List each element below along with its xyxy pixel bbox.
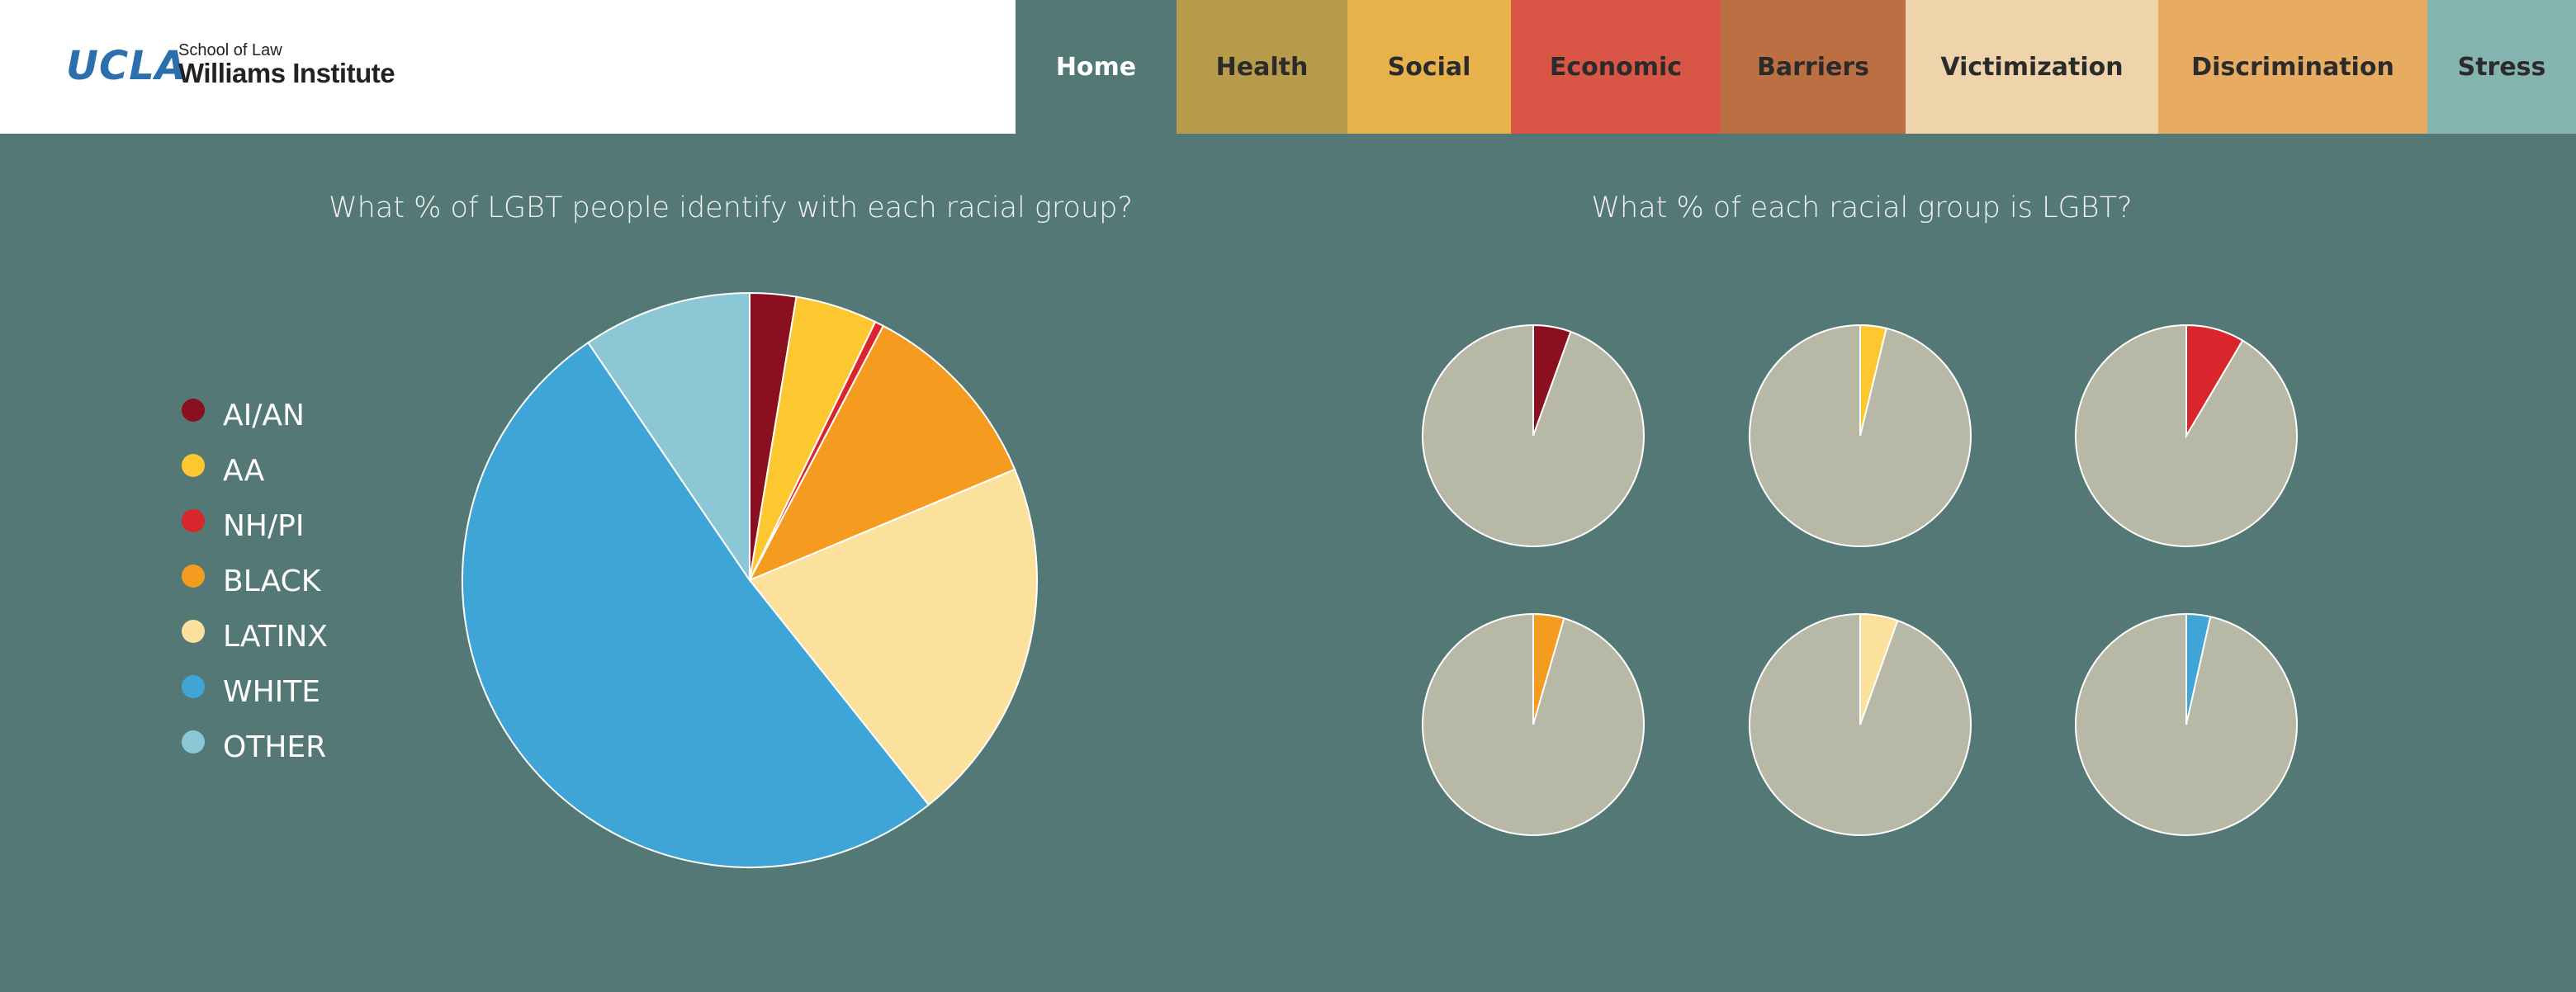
legend-item-black[interactable]: BLACK bbox=[182, 554, 328, 609]
logo-school-text: School of Law bbox=[178, 41, 282, 59]
legend-swatch bbox=[182, 453, 205, 477]
legend-swatch bbox=[182, 730, 205, 753]
legend-item-other[interactable]: OTHER bbox=[182, 720, 328, 775]
legend-swatch bbox=[182, 619, 205, 643]
legend-label: NH/PI bbox=[223, 509, 305, 543]
tab-home[interactable]: Home bbox=[1016, 0, 1177, 134]
pie-slice-black[interactable] bbox=[747, 324, 1016, 582]
legend-item-ai-an[interactable]: AI/AN bbox=[182, 388, 328, 443]
logo-institute-text: Williams Institute bbox=[178, 58, 395, 88]
left-chart-title: What % of LGBT people identify with each… bbox=[329, 191, 1133, 224]
main-nav: Home Health Social Economic Barriers Vic… bbox=[1016, 0, 2576, 134]
tab-health[interactable]: Health bbox=[1177, 0, 1347, 134]
logo[interactable]: UCLA School of Law Williams Institute bbox=[0, 0, 1016, 134]
pie-slice-other[interactable] bbox=[587, 291, 751, 583]
small-pie-ai-an[interactable] bbox=[1422, 324, 1645, 547]
logo-ucla-text: UCLA bbox=[66, 43, 187, 89]
top-navigation-bar: UCLA School of Law Williams Institute Ho… bbox=[0, 0, 2576, 134]
pie-slice-lgbt bbox=[2185, 612, 2212, 725]
tab-economic[interactable]: Economic bbox=[1511, 0, 1721, 134]
legend-item-white[interactable]: WHITE bbox=[182, 664, 328, 720]
pie-slice-lgbt bbox=[1859, 612, 1899, 725]
legend-label: BLACK bbox=[223, 564, 321, 598]
right-chart-title: What % of each racial group is LGBT? bbox=[1591, 191, 2133, 224]
pie-slice-lgbt bbox=[1532, 324, 1572, 437]
legend-item-latinx[interactable]: LATINX bbox=[182, 609, 328, 664]
legend-label: AI/AN bbox=[223, 399, 305, 432]
small-pie-black[interactable] bbox=[1422, 612, 1645, 836]
pie-slice-latinx[interactable] bbox=[748, 468, 1038, 806]
small-pie-aa[interactable] bbox=[1749, 324, 1972, 547]
tab-barriers[interactable]: Barriers bbox=[1721, 0, 1906, 134]
legend: AI/AN AA NH/PI BLACK LATINX WHITE OTHER bbox=[182, 388, 328, 775]
legend-label: WHITE bbox=[223, 675, 321, 709]
legend-swatch bbox=[182, 564, 205, 588]
legend-label: LATINX bbox=[223, 620, 328, 654]
legend-label: AA bbox=[223, 454, 265, 488]
tab-victimization[interactable]: Victimization bbox=[1906, 0, 2158, 134]
tab-discrimination[interactable]: Discrimination bbox=[2158, 0, 2427, 134]
pie-slice-lgbt bbox=[2185, 324, 2244, 439]
legend-label: OTHER bbox=[223, 730, 327, 764]
tab-stress[interactable]: Stress bbox=[2427, 0, 2576, 134]
pie-slice-lgbt bbox=[1532, 612, 1565, 725]
legend-item-nh-pi[interactable]: NH/PI bbox=[182, 498, 328, 554]
small-pie-latinx[interactable] bbox=[1749, 612, 1972, 836]
tab-social[interactable]: Social bbox=[1347, 0, 1511, 134]
small-pie-white[interactable] bbox=[2075, 612, 2298, 836]
pie-slice-white[interactable] bbox=[462, 341, 930, 868]
legend-swatch bbox=[182, 398, 205, 422]
legend-item-aa[interactable]: AA bbox=[182, 443, 328, 498]
small-pie-nh-pi[interactable] bbox=[2075, 324, 2298, 547]
legend-swatch bbox=[182, 508, 205, 532]
legend-swatch bbox=[182, 674, 205, 698]
pie-slice-lgbt bbox=[1859, 324, 1887, 437]
